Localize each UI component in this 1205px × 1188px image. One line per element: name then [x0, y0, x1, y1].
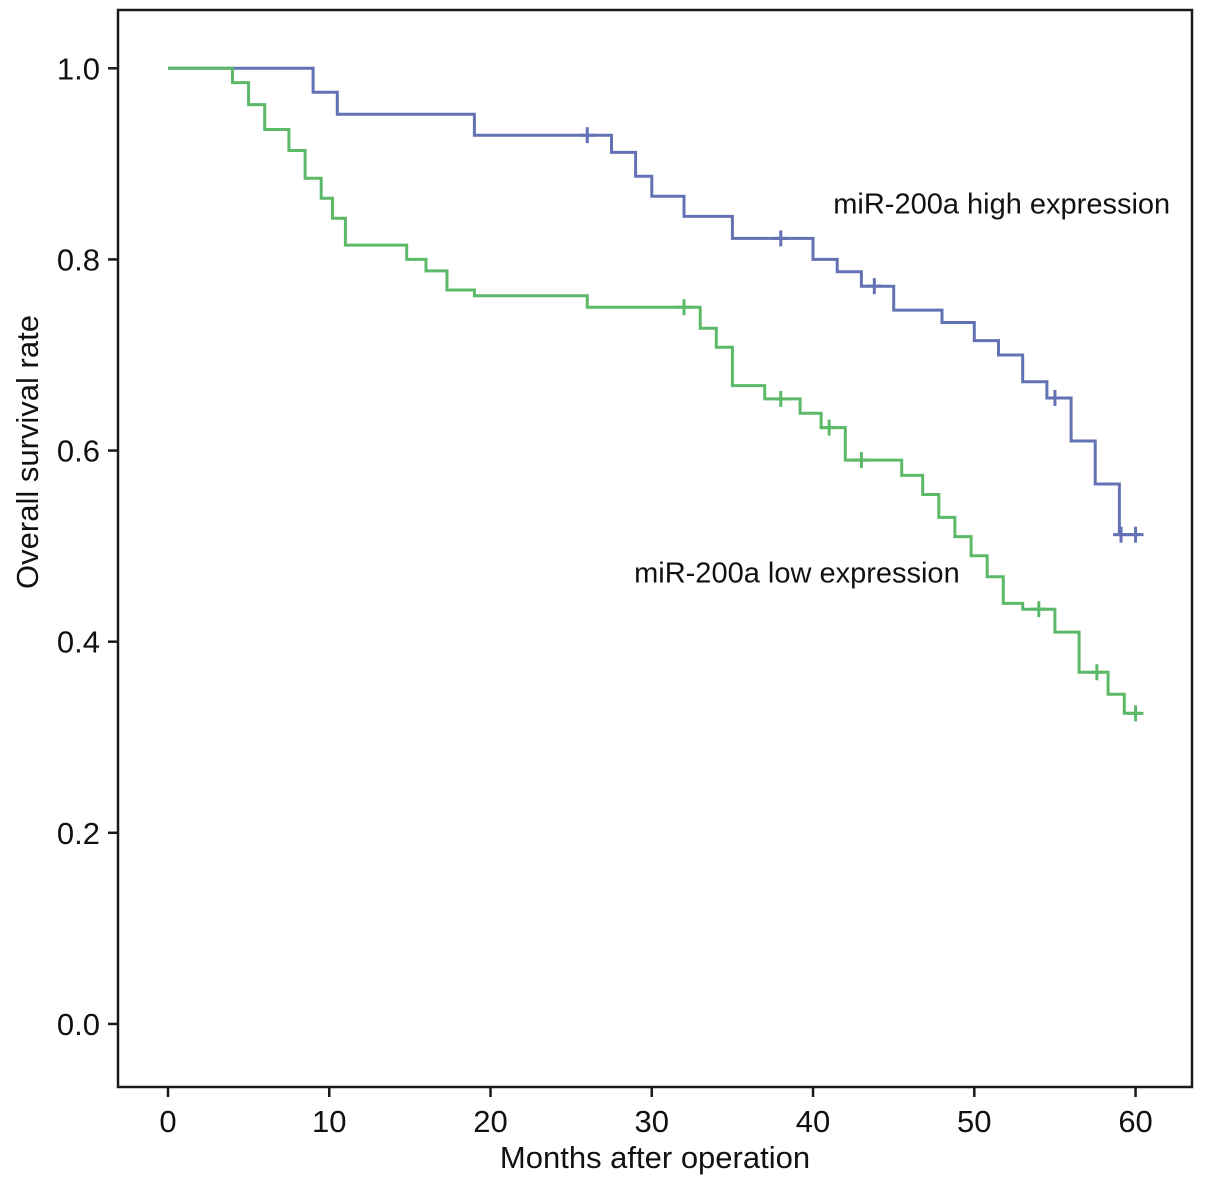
x-tick-label: 20 — [473, 1104, 507, 1139]
plot-frame — [116, 8, 1194, 1089]
series-line-high — [168, 66, 1141, 537]
x-tick-label: 0 — [159, 1104, 176, 1139]
y-tick-label: 0.4 — [57, 625, 100, 660]
x-tick-label: 10 — [312, 1104, 346, 1139]
y-tick-label: 0.6 — [57, 434, 100, 469]
y-axis-title: Overall survival rate — [10, 315, 45, 589]
x-tick-label: 60 — [1118, 1104, 1152, 1139]
x-tick-label: 30 — [635, 1104, 669, 1139]
y-tick-label: 1.0 — [57, 51, 100, 86]
series-label-low: miR-200a low expression — [634, 557, 960, 589]
y-tick-label: 0.2 — [57, 816, 100, 851]
x-axis-title: Months after operation — [499, 1140, 811, 1175]
y-tick-label: 0.8 — [57, 242, 100, 277]
y-tick-label: 0.0 — [57, 1007, 100, 1042]
x-tick-label: 50 — [957, 1104, 991, 1139]
series-line-low — [168, 66, 1141, 715]
x-tick-label: 40 — [796, 1104, 830, 1139]
series-label-high: miR-200a high expression — [833, 189, 1170, 221]
